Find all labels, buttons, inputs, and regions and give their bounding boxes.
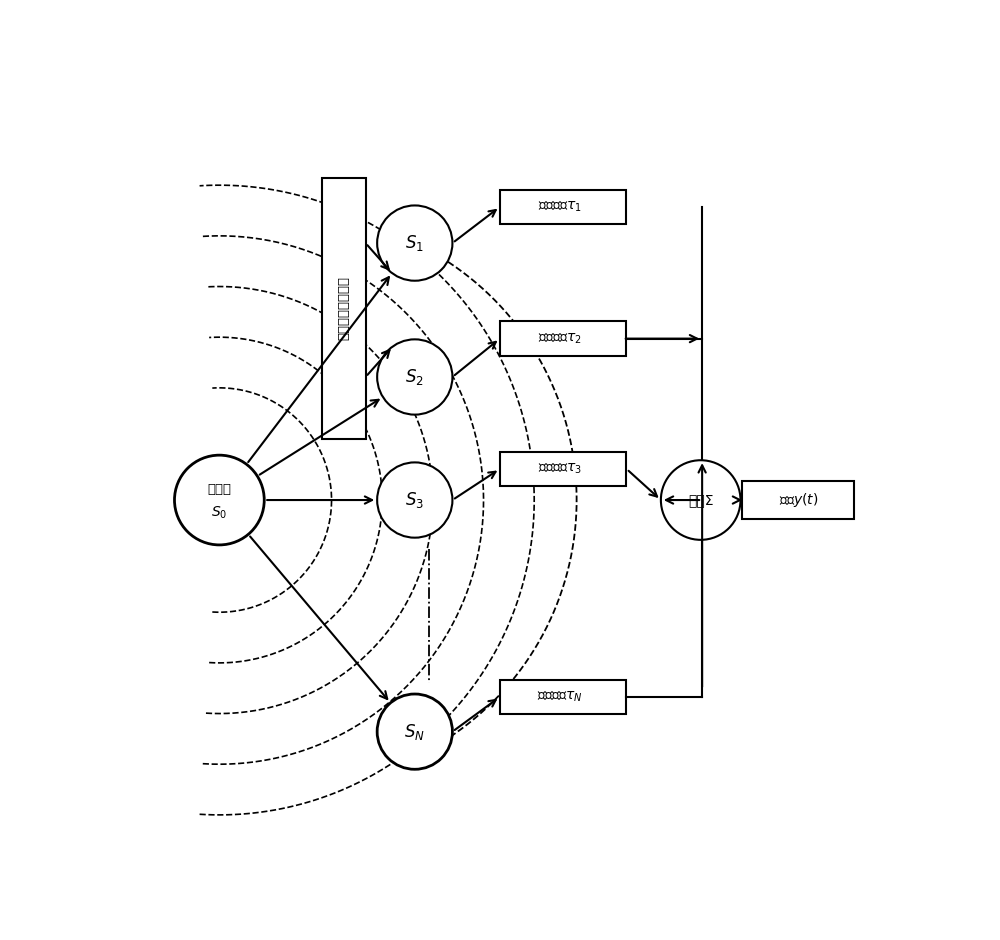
Text: 目标源: 目标源 [207, 483, 231, 496]
Text: 基阵接收到的信号: 基阵接收到的信号 [337, 276, 350, 340]
Text: $S_1$: $S_1$ [405, 233, 424, 253]
Circle shape [377, 206, 452, 281]
Circle shape [377, 462, 452, 538]
Text: 时延补偿$\tau_2$: 时延补偿$\tau_2$ [538, 332, 581, 346]
Text: 时延补偿$\tau_N$: 时延补偿$\tau_N$ [537, 690, 582, 704]
Text: $S_0$: $S_0$ [211, 505, 228, 522]
Circle shape [377, 694, 452, 769]
Circle shape [174, 455, 264, 545]
FancyBboxPatch shape [500, 680, 626, 714]
Text: $S_3$: $S_3$ [405, 490, 424, 510]
Text: 时延补偿$\tau_1$: 时延补偿$\tau_1$ [538, 199, 581, 214]
Circle shape [661, 461, 740, 540]
FancyBboxPatch shape [322, 178, 366, 438]
FancyBboxPatch shape [742, 481, 854, 519]
Circle shape [377, 339, 452, 415]
Text: 时延补偿$\tau_3$: 时延补偿$\tau_3$ [538, 462, 581, 476]
Text: 叠加Σ: 叠加Σ [688, 494, 713, 507]
FancyBboxPatch shape [500, 190, 626, 225]
Text: $S_2$: $S_2$ [405, 367, 424, 387]
FancyBboxPatch shape [500, 451, 626, 486]
Text: $S_N$: $S_N$ [404, 722, 425, 742]
Text: 输出$y(t)$: 输出$y(t)$ [779, 491, 818, 509]
FancyBboxPatch shape [500, 321, 626, 356]
